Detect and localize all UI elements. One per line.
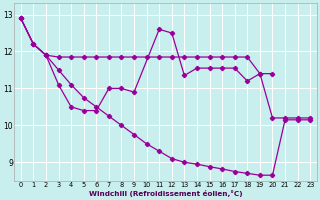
X-axis label: Windchill (Refroidissement éolien,°C): Windchill (Refroidissement éolien,°C) [89, 190, 242, 197]
